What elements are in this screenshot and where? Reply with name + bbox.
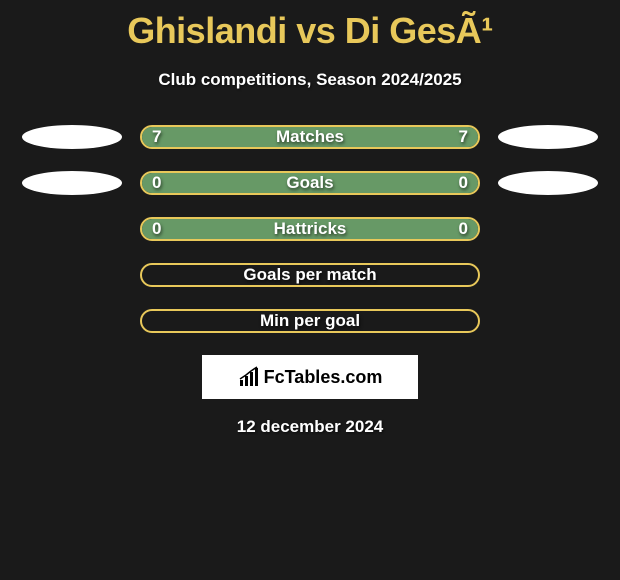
stat-row: 0 Hattricks 0: [0, 217, 620, 241]
stat-row: Goals per match: [0, 263, 620, 287]
player-left-marker: [22, 125, 122, 149]
comparison-card: Ghislandi vs Di GesÃ¹ Club competitions,…: [0, 0, 620, 437]
chart-icon: [238, 366, 260, 388]
stat-label: Matches: [276, 127, 344, 147]
page-title: Ghislandi vs Di GesÃ¹: [0, 0, 620, 52]
player-left-marker: [22, 171, 122, 195]
stat-row: 7 Matches 7: [0, 125, 620, 149]
stat-right-value: 0: [459, 219, 468, 239]
stat-bar-hattricks: 0 Hattricks 0: [140, 217, 480, 241]
stat-left-value: 0: [152, 219, 161, 239]
stat-bar-goals: 0 Goals 0: [140, 171, 480, 195]
branding-text: FcTables.com: [264, 367, 383, 388]
player-right-marker: [498, 125, 598, 149]
stat-bar-matches: 7 Matches 7: [140, 125, 480, 149]
stat-right-value: 7: [459, 127, 468, 147]
stat-label: Goals: [286, 173, 333, 193]
stat-bar-mpg: Min per goal: [140, 309, 480, 333]
stats-section: 7 Matches 7 0 Goals 0 0 Hattricks 0: [0, 125, 620, 333]
stat-row: 0 Goals 0: [0, 171, 620, 195]
date-label: 12 december 2024: [0, 417, 620, 437]
branding-inner: FcTables.com: [238, 366, 383, 388]
stat-label: Hattricks: [274, 219, 347, 239]
stat-label: Goals per match: [243, 265, 376, 285]
stat-left-value: 0: [152, 173, 161, 193]
stat-label: Min per goal: [260, 311, 360, 331]
branding-box[interactable]: FcTables.com: [202, 355, 418, 399]
subtitle: Club competitions, Season 2024/2025: [0, 70, 620, 90]
stat-row: Min per goal: [0, 309, 620, 333]
stat-right-value: 0: [459, 173, 468, 193]
stat-left-value: 7: [152, 127, 161, 147]
player-right-marker: [498, 171, 598, 195]
stat-bar-gpm: Goals per match: [140, 263, 480, 287]
